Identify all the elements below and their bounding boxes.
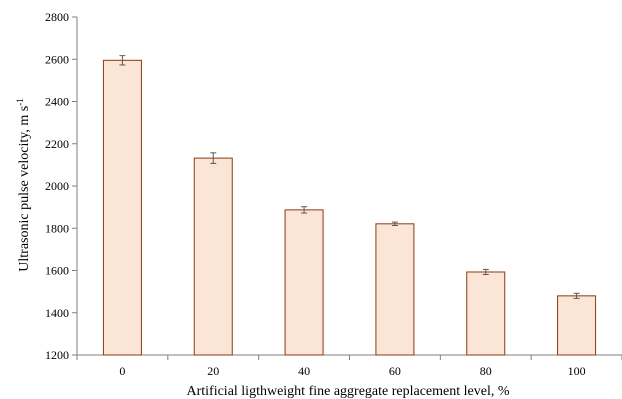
y-axis-title-superscript: -1 [15, 98, 25, 106]
y-tick-label: 1200 [45, 348, 69, 362]
y-tick-label: 2400 [45, 95, 69, 109]
x-tick-label: 0 [119, 364, 125, 378]
bar [102, 59, 142, 356]
y-tick-label: 2200 [45, 137, 69, 151]
x-tick-label: 60 [389, 364, 401, 378]
x-tick-label: 100 [568, 364, 586, 378]
bar [284, 209, 324, 356]
bar [466, 271, 506, 356]
y-tick-label: 1800 [45, 221, 69, 235]
y-tick-label: 1600 [45, 264, 69, 278]
y-axis: 1200 1400 1600 1800 2000 2200 2400 2600 2800 [45, 10, 78, 362]
x-tick-label: 80 [480, 364, 492, 378]
y-tick-label: 1400 [45, 306, 69, 320]
bar [375, 223, 415, 356]
y-tick-label: 2800 [45, 10, 69, 24]
x-tick-label: 40 [298, 364, 310, 378]
y-axis-title: Ultrasonic pulse velocity, m s-1 [15, 98, 32, 271]
x-axis-title: Artificial ligthweight fine aggregate re… [186, 384, 509, 399]
y-tick-label: 2600 [45, 52, 69, 66]
error-bars [119, 55, 580, 299]
bar [193, 157, 233, 356]
x-tick-label: 20 [207, 364, 219, 378]
y-axis-title-main: Ultrasonic pulse velocity, m s [17, 106, 32, 272]
x-axis: 0 20 40 60 80 100 [76, 354, 622, 378]
bar [557, 295, 597, 356]
y-tick-label: 2000 [45, 179, 69, 193]
bars [102, 59, 597, 356]
